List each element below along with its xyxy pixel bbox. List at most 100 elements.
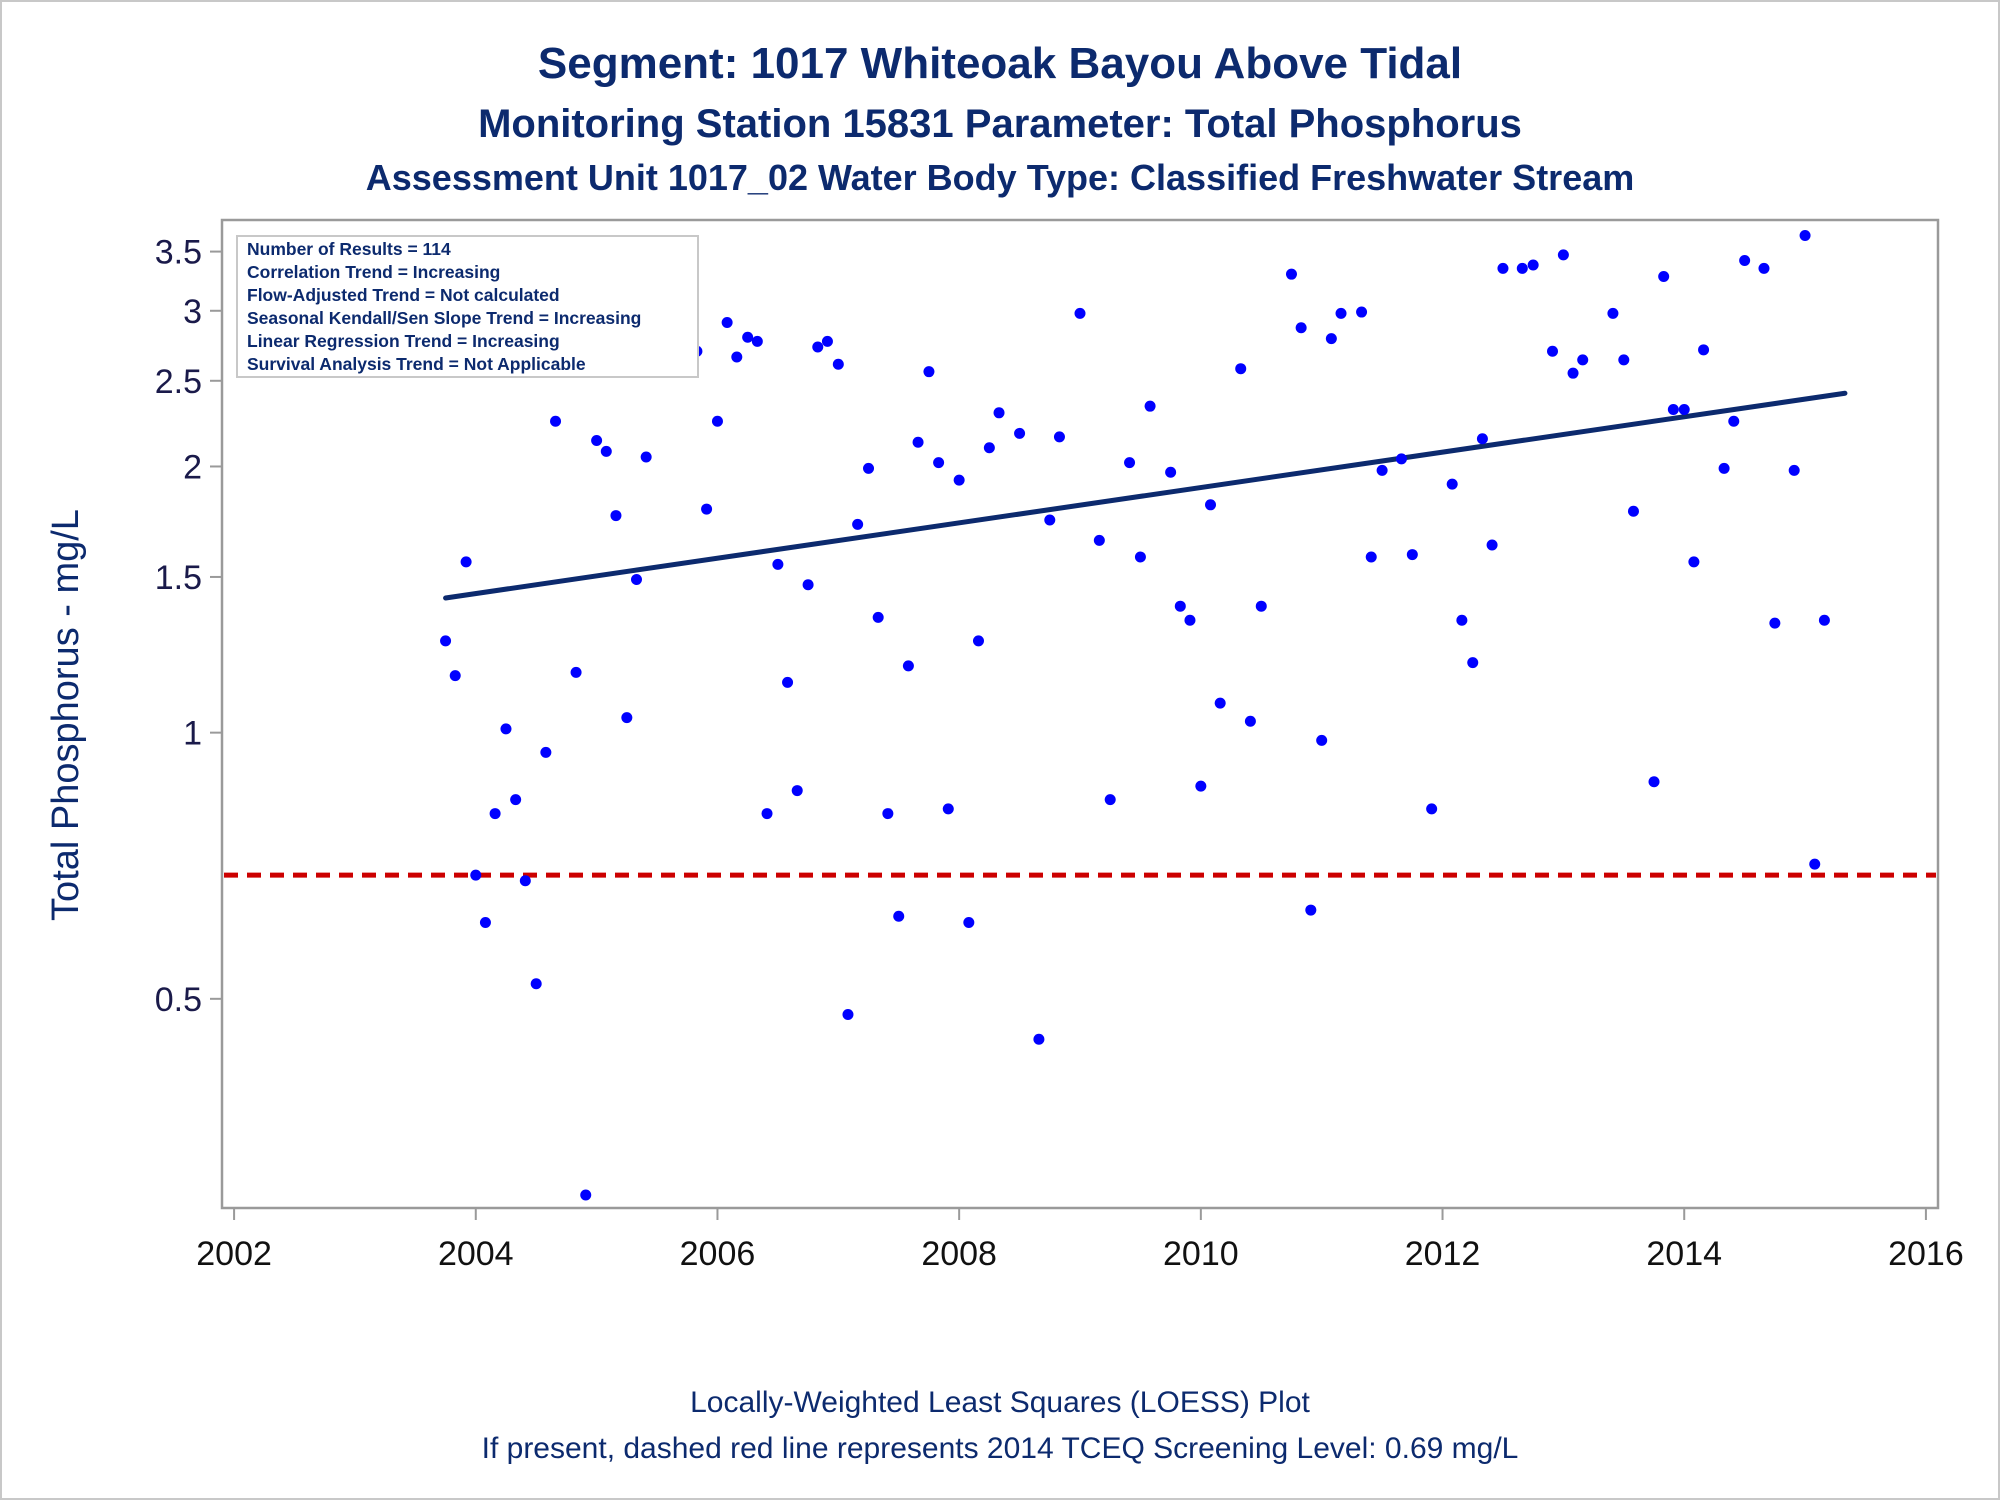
y-tick-label: 1.5 (155, 559, 202, 597)
data-point (540, 746, 552, 758)
data-point (1395, 453, 1407, 465)
footnote-loess: Locally-Weighted Least Squares (LOESS) P… (690, 1386, 1310, 1419)
data-point (751, 335, 763, 347)
data-point (1235, 363, 1247, 375)
data-point (1406, 549, 1418, 561)
data-point (933, 457, 945, 469)
data-point (1053, 431, 1065, 443)
data-point (1799, 229, 1811, 241)
data-point (1557, 249, 1569, 261)
data-point (1648, 776, 1660, 788)
data-point (1497, 262, 1509, 274)
data-point (1033, 1033, 1045, 1045)
data-point (610, 510, 622, 522)
chart-subtitle: Monitoring Station 15831 Parameter: Tota… (478, 102, 1522, 146)
data-point (1618, 354, 1630, 366)
data-point (1607, 307, 1619, 319)
data-point (1365, 551, 1377, 563)
footnote-screening: If present, dashed red line represents 2… (482, 1432, 1519, 1465)
data-point (1718, 462, 1730, 474)
data-point (1739, 254, 1751, 266)
data-point (1467, 657, 1479, 669)
data-point (1376, 464, 1388, 476)
data-point (1678, 403, 1690, 415)
data-point (923, 366, 935, 378)
data-point (519, 875, 531, 887)
x-tick-label: 2008 (921, 1235, 997, 1273)
data-point (440, 635, 452, 647)
data-point (731, 351, 743, 363)
data-point (963, 916, 975, 928)
data-point (1658, 271, 1670, 283)
data-point (1688, 556, 1700, 568)
data-point (1456, 614, 1468, 626)
x-tick-label: 2010 (1163, 1235, 1239, 1273)
info-line-flow-adjusted: Flow-Adjusted Trend = Not calculated (247, 285, 560, 305)
data-point (1547, 345, 1559, 357)
data-point (510, 794, 522, 806)
data-point (953, 474, 965, 486)
data-point (791, 785, 803, 797)
data-point (782, 676, 794, 688)
info-line-correlation: Correlation Trend = Increasing (247, 262, 500, 282)
data-point (1758, 262, 1770, 274)
data-point (772, 558, 784, 570)
data-point (1527, 259, 1539, 271)
x-tick-label: 2012 (1405, 1235, 1481, 1273)
data-point (1165, 466, 1177, 478)
data-point (701, 503, 713, 515)
data-point (842, 1008, 854, 1020)
data-point (1014, 427, 1026, 439)
x-tick-label: 2002 (196, 1235, 272, 1273)
data-point (1809, 858, 1821, 870)
data-point (902, 660, 914, 672)
data-point (489, 808, 501, 820)
data-point (1577, 354, 1589, 366)
data-point (530, 978, 542, 990)
data-point (1174, 600, 1186, 612)
data-point (1195, 780, 1207, 792)
data-point (1093, 534, 1105, 546)
data-point (1295, 322, 1307, 334)
data-point (621, 712, 633, 724)
data-point (1184, 614, 1196, 626)
plot-area (220, 218, 1940, 1210)
data-point (550, 415, 562, 427)
data-point (1335, 307, 1347, 319)
data-point (1476, 433, 1488, 445)
chart-subtitle-2: Assessment Unit 1017_02 Water Body Type:… (366, 157, 1635, 198)
data-point (1214, 697, 1226, 709)
data-point (1698, 344, 1710, 356)
data-point (802, 579, 814, 591)
data-point (912, 436, 924, 448)
data-point (1486, 539, 1498, 551)
data-point (893, 910, 905, 922)
data-points (440, 229, 1830, 1201)
y-tick-label: 3.5 (155, 234, 202, 272)
data-point (1769, 617, 1781, 629)
y-axis-label: Total Phosphorus - mg/L (45, 509, 87, 921)
y-tick-label: 0.5 (155, 981, 202, 1019)
data-point (1104, 794, 1116, 806)
data-point (1567, 367, 1579, 379)
data-point (1426, 803, 1438, 815)
data-point (821, 335, 833, 347)
info-line-linear-regression: Linear Regression Trend = Increasing (247, 331, 560, 351)
data-point (942, 803, 954, 815)
data-point (721, 316, 733, 328)
data-point (630, 574, 642, 586)
x-tick-label: 2004 (438, 1235, 514, 1273)
data-point (1316, 734, 1328, 746)
x-axis: 2002 2004 2006 2008 2010 2012 2014 2016 (196, 1208, 1964, 1273)
y-tick-label: 2.5 (155, 363, 202, 401)
data-point (570, 666, 582, 678)
data-point (449, 670, 461, 682)
y-tick-label: 3 (183, 293, 202, 331)
data-point (640, 451, 652, 463)
x-tick-label: 2016 (1888, 1235, 1964, 1273)
data-point (1285, 268, 1297, 280)
trend-info-box: Number of Results = 114 Correlation Tren… (236, 235, 699, 378)
data-point (711, 415, 723, 427)
info-line-survival: Survival Analysis Trend = Not Applicable (247, 354, 586, 374)
data-point (1788, 464, 1800, 476)
